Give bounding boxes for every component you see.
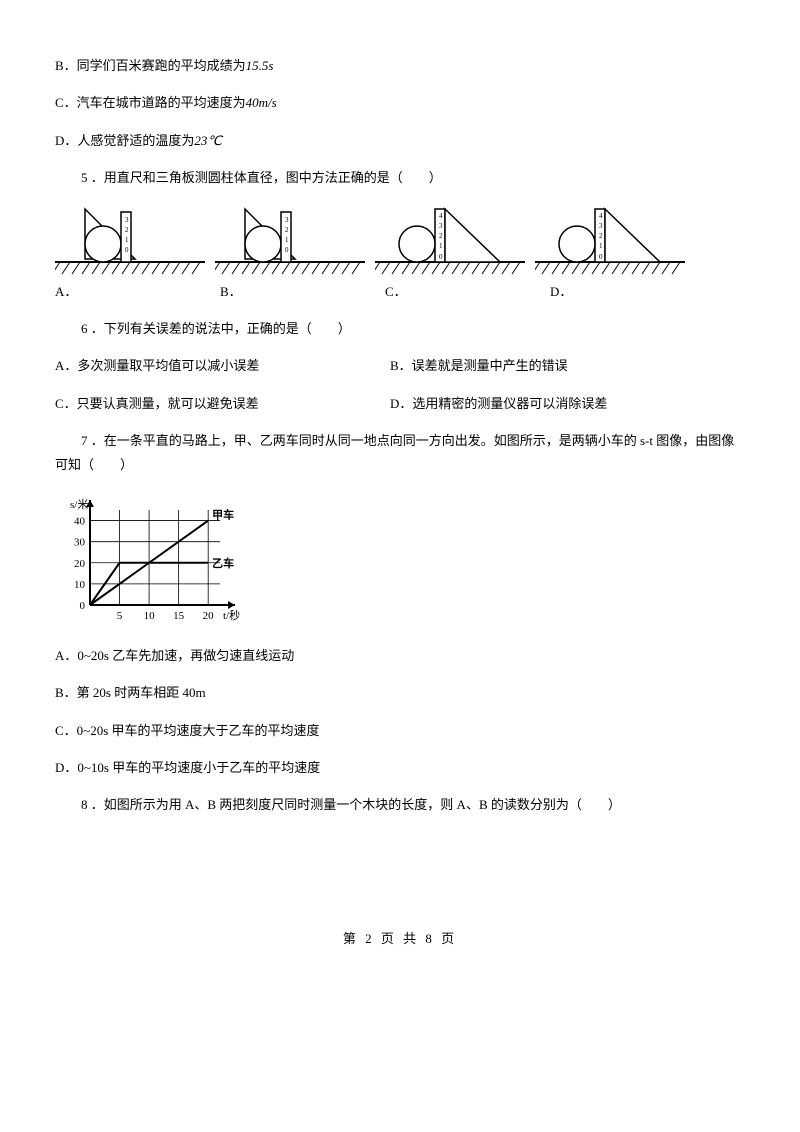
- svg-text:0: 0: [80, 600, 86, 612]
- svg-text:0: 0: [599, 253, 603, 261]
- svg-text:乙车: 乙车: [212, 556, 234, 570]
- q5-figure-a: 3 2 1 0: [55, 204, 205, 274]
- q5-options: A． B． C． D．: [55, 280, 745, 303]
- svg-text:20: 20: [203, 610, 215, 622]
- svg-text:2: 2: [439, 232, 443, 240]
- opt-c-value: 40m/s: [246, 95, 277, 110]
- svg-text:2: 2: [285, 226, 289, 234]
- svg-text:3: 3: [599, 222, 603, 230]
- svg-text:4: 4: [439, 212, 443, 220]
- q6-opt-b: B．误差就是测量中产生的错误: [390, 354, 745, 377]
- q6-opt-c: C．只要认真测量，就可以避免误差: [55, 392, 390, 415]
- q5-opt-d: D．: [550, 280, 715, 303]
- opt-c-prefix: C．汽车在城市道路的平均速度为: [55, 95, 246, 110]
- opt-b-prefix: B．同学们百米赛跑的平均成绩为: [55, 58, 246, 73]
- q5-opt-a: A．: [55, 280, 220, 303]
- svg-text:2: 2: [125, 226, 129, 234]
- q6-text: 6 ．下列有关误差的说法中，正确的是（ ）: [55, 317, 745, 340]
- svg-text:0: 0: [285, 246, 289, 254]
- q7-opt-b: B．第 20s 时两车相距 40m: [55, 681, 745, 704]
- q7-opt-d: D．0~10s 甲车的平均速度小于乙车的平均速度: [55, 756, 745, 779]
- svg-text:4: 4: [599, 212, 603, 220]
- q6-row2: C．只要认真测量，就可以避免误差 D．选用精密的测量仪器可以消除误差: [55, 392, 745, 415]
- opt-b-text: B．同学们百米赛跑的平均成绩为15.5s: [55, 54, 745, 77]
- svg-text:t/秒: t/秒: [223, 608, 240, 622]
- opt-d-prefix: D．人感觉舒适的温度为: [55, 133, 194, 148]
- svg-text:30: 30: [74, 537, 86, 549]
- q5-figure-c: 4 3 2 1 0: [375, 204, 525, 274]
- svg-text:1: 1: [125, 236, 129, 244]
- page-footer: 第 2 页 共 8 页: [55, 927, 745, 950]
- q5-opt-c: C．: [385, 280, 550, 303]
- q6-opt-d: D．选用精密的测量仪器可以消除误差: [390, 392, 745, 415]
- svg-text:10: 10: [74, 579, 86, 591]
- q5-opt-b: B．: [220, 280, 385, 303]
- q7-graph: 0 10 20 30 40 5 10 15 20 s/米 t/秒 甲车乙车: [55, 490, 250, 630]
- svg-text:s/米: s/米: [70, 498, 88, 511]
- q7-opt-a: A．0~20s 乙车先加速，再做匀速直线运动: [55, 644, 745, 667]
- hatching-icon: [55, 262, 200, 274]
- q8-text: 8 ．如图所示为用 A、B 两把刻度尺同时测量一个木块的长度，则 A、B 的读数…: [55, 793, 745, 816]
- svg-text:1: 1: [439, 242, 443, 250]
- q6-opt-a: A．多次测量取平均值可以减小误差: [55, 354, 390, 377]
- q6-row1: A．多次测量取平均值可以减小误差 B．误差就是测量中产生的错误: [55, 354, 745, 377]
- opt-b-value: 15.5s: [246, 58, 274, 73]
- svg-text:5: 5: [117, 610, 123, 622]
- opt-c-text: C．汽车在城市道路的平均速度为40m/s: [55, 91, 745, 114]
- opt-d-text: D．人感觉舒适的温度为23℃: [55, 129, 745, 152]
- svg-text:40: 40: [74, 515, 86, 527]
- svg-text:15: 15: [173, 610, 185, 622]
- q5-figure-b: 3 2 1 0: [215, 204, 365, 274]
- svg-text:10: 10: [144, 610, 156, 622]
- svg-text:0: 0: [439, 253, 443, 261]
- q5-text: 5 ．用直尺和三角板测圆柱体直径，图中方法正确的是（ ）: [55, 166, 745, 189]
- svg-text:3: 3: [125, 216, 129, 224]
- svg-text:0: 0: [125, 246, 129, 254]
- svg-text:3: 3: [439, 222, 443, 230]
- q5-figures: 3 2 1 0 3 2 1 0 4 3 2 1 0 4 3 2 1 0: [55, 204, 745, 274]
- svg-text:2: 2: [599, 232, 603, 240]
- q5-figure-d: 4 3 2 1 0: [535, 204, 685, 274]
- svg-text:1: 1: [285, 236, 289, 244]
- q7-text: 7 ．在一条平直的马路上，甲、乙两车同时从同一地点向同一方向出发。如图所示，是两…: [55, 429, 745, 476]
- svg-text:1: 1: [599, 242, 603, 250]
- opt-d-value: 23℃: [194, 133, 222, 148]
- q7-opt-c: C．0~20s 甲车的平均速度大于乙车的平均速度: [55, 719, 745, 742]
- svg-text:甲车: 甲车: [212, 507, 234, 521]
- svg-text:3: 3: [285, 216, 289, 224]
- svg-text:20: 20: [74, 558, 86, 570]
